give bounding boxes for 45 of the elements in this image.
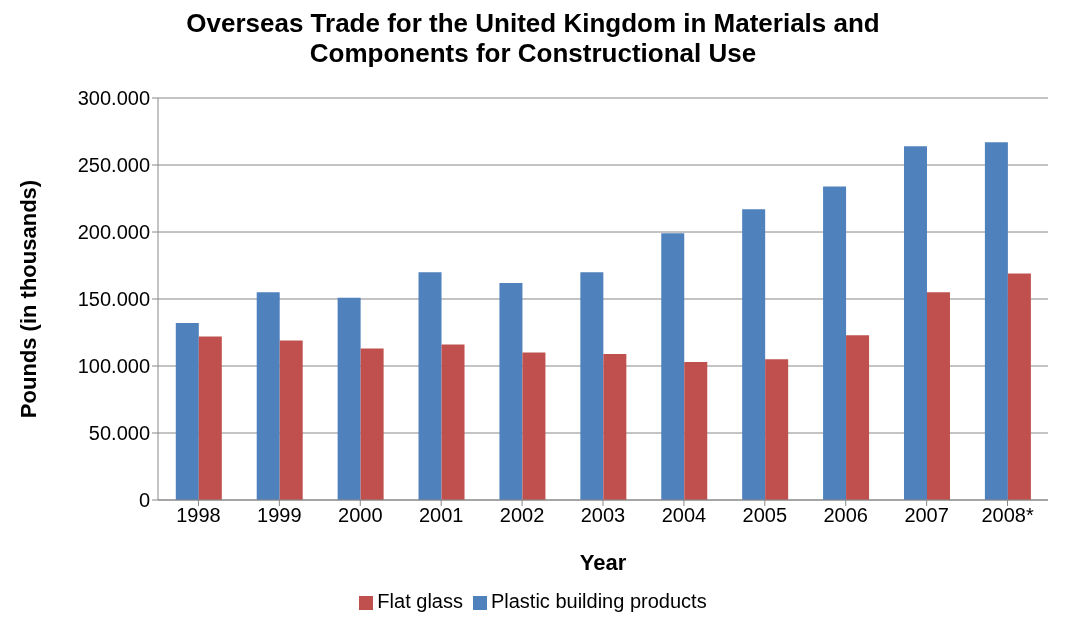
- y-axis-title: Pounds (in thousands): [15, 179, 41, 419]
- chart-title: Overseas Trade for the United Kingdom in Materials and Components for Constructional Use: [185, 8, 881, 68]
- bar: [926, 292, 950, 500]
- bar: [522, 352, 546, 500]
- x-tick-label: 2005: [742, 504, 788, 527]
- bar: [337, 297, 361, 500]
- x-tick-label: 2008*: [981, 504, 1034, 527]
- bar: [256, 292, 280, 500]
- bar: [360, 348, 384, 500]
- bar: [984, 142, 1008, 500]
- y-tick-label: 50.000: [88, 422, 150, 445]
- bar: [765, 359, 789, 500]
- bar: [279, 340, 303, 500]
- bar: [441, 344, 465, 500]
- bar: [846, 335, 870, 500]
- legend-label: Flat glass: [377, 590, 463, 612]
- x-tick-label: 1998: [176, 504, 221, 527]
- legend-label: Plastic building products: [490, 590, 707, 612]
- bar: [903, 146, 927, 500]
- x-tick-label: 2006: [823, 504, 868, 527]
- bar: [418, 272, 442, 500]
- bar: [499, 282, 523, 500]
- y-tick-label: 300.000: [77, 87, 150, 110]
- x-tick-label: 2007: [904, 504, 949, 527]
- bar: [1007, 273, 1031, 500]
- x-tick-label: 2004: [661, 504, 707, 527]
- bar: [198, 336, 222, 500]
- bar: [580, 272, 604, 500]
- x-axis-title: Year: [579, 550, 627, 575]
- y-tick-label: 100.000: [77, 355, 150, 378]
- x-tick-label: 1999: [257, 504, 302, 527]
- y-tick-label: 250.000: [77, 154, 150, 177]
- bar: [684, 361, 708, 500]
- y-tick-label: 150.000: [77, 288, 150, 311]
- bar: [823, 186, 847, 500]
- y-tick-label: 200.000: [77, 221, 150, 244]
- bar: [175, 323, 199, 500]
- bar: [603, 353, 627, 500]
- y-tick-label: 0: [138, 489, 150, 512]
- bar: [661, 233, 685, 500]
- x-tick-label: 2001: [418, 504, 464, 527]
- x-tick-label: 2000: [338, 504, 383, 527]
- x-tick-label: 2002: [499, 504, 545, 527]
- x-tick-label: 2003: [580, 504, 626, 527]
- bar: [742, 209, 766, 500]
